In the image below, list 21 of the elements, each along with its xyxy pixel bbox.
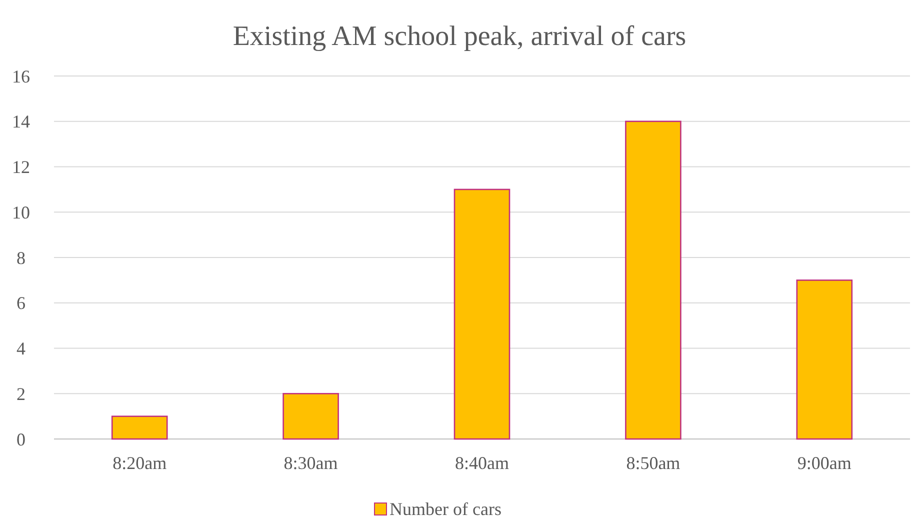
y-tick-label: 8 xyxy=(16,248,26,268)
bar xyxy=(625,120,682,440)
bar xyxy=(796,280,853,440)
y-tick-label: 14 xyxy=(12,112,30,132)
x-tick-label: 8:50am xyxy=(626,453,680,473)
y-tick-label: 16 xyxy=(12,66,30,86)
y-tick-label: 10 xyxy=(12,202,30,222)
x-tick-label: 8:20am xyxy=(112,453,167,473)
chart-title: Existing AM school peak, arrival of cars xyxy=(232,21,686,52)
x-tick-label: 8:30am xyxy=(284,453,338,473)
y-tick-label: 12 xyxy=(12,157,30,178)
x-tick-label: 8:40am xyxy=(455,453,509,473)
y-tick-label: 6 xyxy=(16,293,26,314)
x-tick-label: 9:00am xyxy=(797,453,852,473)
legend-label: Number of cars xyxy=(390,499,502,519)
y-tick-label: 2 xyxy=(16,384,26,404)
bar xyxy=(454,188,510,440)
bar xyxy=(111,416,168,440)
bar xyxy=(282,392,339,440)
y-tick-label: 4 xyxy=(16,338,26,359)
y-tick-label: 0 xyxy=(16,429,26,450)
